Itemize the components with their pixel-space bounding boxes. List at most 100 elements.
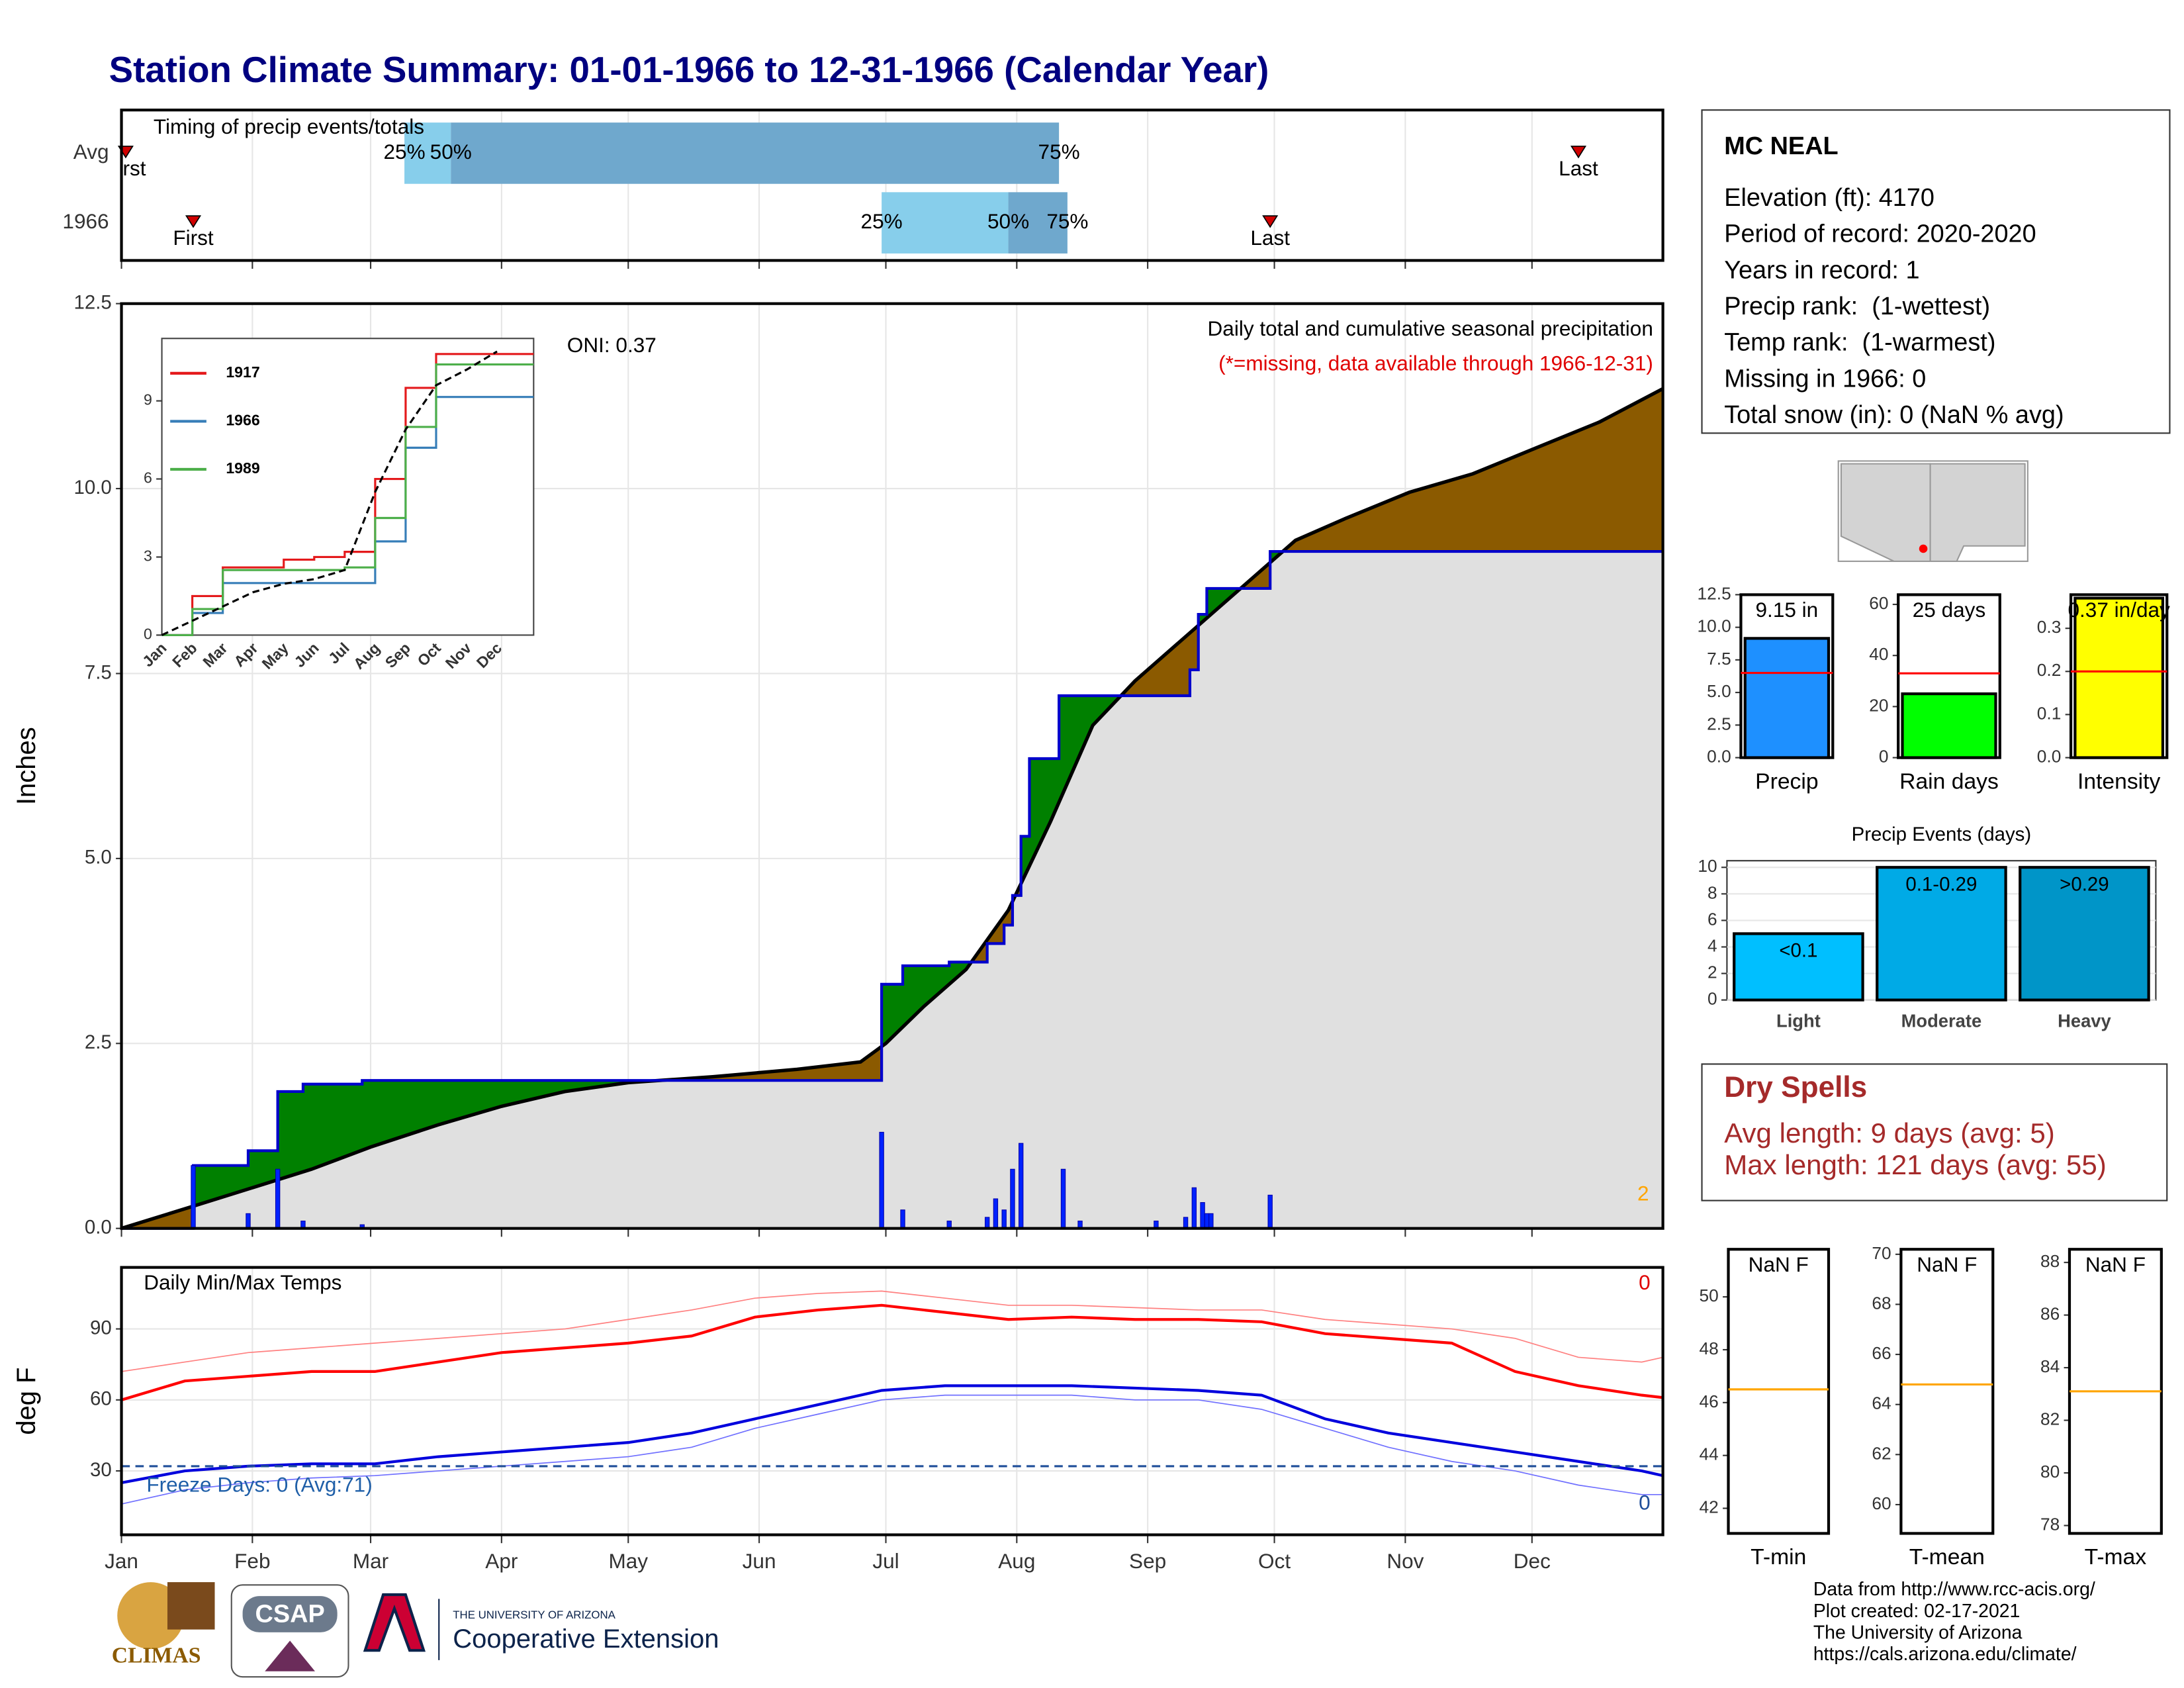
x-tick-label: Jun	[743, 1549, 776, 1573]
y-tick-label: 7.5	[1707, 649, 1731, 669]
bar	[1743, 637, 1831, 759]
station-line: Elevation (ft): 4170	[1724, 184, 1934, 212]
freeze-annotation: Freeze Days: 0 (Avg:71)	[146, 1472, 372, 1496]
y-tick-label: 2	[1707, 962, 1717, 982]
y-tick-label: 20	[1869, 695, 1888, 715]
daily-bar	[879, 1131, 884, 1229]
y-tick-label: 60	[90, 1388, 112, 1410]
y-tick-label: 0.0	[1707, 746, 1731, 766]
row-label: 1966	[62, 209, 109, 233]
y-tick-label: 8	[1707, 882, 1717, 902]
x-tick-label: Jan	[105, 1549, 138, 1573]
temp-series	[121, 1394, 1663, 1505]
chart-title: Daily Min/Max Temps	[144, 1270, 341, 1294]
y-tick-label: 70	[1872, 1243, 1891, 1263]
timing-title: Timing of precip events/totals	[154, 115, 424, 138]
value-label: NaN F	[2085, 1252, 2146, 1276]
y-tick-label: 0.3	[2037, 617, 2062, 637]
station-line: Period of record: 2020-2020	[1724, 220, 2036, 248]
x-tick-label: Jul	[872, 1549, 899, 1573]
year-line	[121, 549, 1663, 1230]
x-tick-label: Dec	[1514, 1549, 1551, 1573]
daily-bar	[1267, 1194, 1273, 1229]
y-tick-label: 80	[2040, 1462, 2060, 1481]
bar	[2019, 866, 2150, 1002]
daily-bar	[900, 1209, 905, 1229]
corner-note: 2	[1637, 1182, 1649, 1205]
bin-label: <0.1	[1779, 940, 1817, 962]
bar	[1733, 932, 1864, 1002]
dry-spell-line: Avg length: 9 days (avg: 5)	[1724, 1117, 2055, 1149]
x-tick-label: Apr	[485, 1549, 518, 1573]
temp-series	[121, 1384, 1664, 1484]
daily-bar	[275, 1168, 281, 1229]
temp-series	[120, 1303, 1663, 1401]
label-bg	[1747, 596, 1826, 624]
y-tick-label: 48	[1700, 1338, 1719, 1358]
x-tick-label: May	[608, 1549, 648, 1573]
daily-bar	[1060, 1168, 1066, 1229]
event-marker	[1570, 146, 1587, 159]
x-tick-label: Sep	[1129, 1549, 1166, 1573]
legend-label: 1989	[226, 459, 259, 477]
category-label: Rain days	[1899, 769, 1999, 794]
extension-name: Cooperative Extension	[453, 1624, 719, 1654]
station-line: Years in record: 1	[1724, 256, 1919, 284]
credit-line: Data from http://www.rcc-acis.org/	[1813, 1579, 2095, 1600]
y-tick-label: 10.0	[1698, 616, 1731, 636]
inset-series	[161, 363, 534, 636]
max-note: 0	[1639, 1270, 1651, 1294]
y-tick-label: 50	[1700, 1286, 1719, 1305]
quartile-band	[1008, 192, 1068, 254]
y-tick-label: 88	[2040, 1251, 2060, 1271]
value-label: NaN F	[1749, 1252, 1809, 1276]
quartile-band	[451, 122, 1060, 184]
y-tick-label: 6	[1707, 909, 1717, 929]
y-tick-label: 12.5	[1698, 583, 1731, 603]
daily-bar	[191, 1165, 196, 1229]
y-tick-label: 30	[90, 1459, 112, 1481]
bin-label: 0.1-0.29	[1905, 873, 1977, 895]
label-bg	[1905, 596, 1993, 624]
y-tick-label: 7.5	[85, 661, 112, 683]
min-note: 0	[1639, 1491, 1651, 1515]
bar-frame	[1727, 1248, 1831, 1535]
y-tick-label: 10	[1698, 856, 1717, 876]
y-tick-label: 84	[2040, 1356, 2060, 1376]
event-marker	[1262, 215, 1279, 228]
station-box	[1701, 109, 2171, 434]
logos: CLIMAS CSAP THE UNIVERSITY OF ARIZONA Co…	[112, 1582, 719, 1678]
station-line: Precip rank: (1-wettest)	[1724, 293, 1990, 320]
station-line: Total snow (in): 0 (NaN % avg)	[1724, 401, 2064, 429]
y-tick-label: 60	[1872, 1493, 1891, 1513]
x-tick-label: Oct	[1258, 1549, 1291, 1573]
y-axis-label: deg F	[12, 1367, 41, 1434]
dry-spells-box	[1701, 1063, 2168, 1201]
daily-bar	[1001, 1209, 1007, 1229]
row-label: Avg	[73, 140, 109, 164]
y-tick-label: 2.5	[85, 1031, 112, 1053]
y-tick-label: 42	[1700, 1497, 1719, 1517]
y-tick-label: 44	[1700, 1444, 1719, 1464]
quartile-label: 75%	[1046, 209, 1088, 233]
bar-frame	[1899, 1248, 1995, 1535]
y-tick-label: 2.5	[1707, 714, 1731, 733]
base-area	[121, 551, 1663, 1229]
legend-label: 1966	[226, 412, 260, 429]
credit-line: Plot created: 02-17-2021	[1813, 1601, 2021, 1622]
category-label: Moderate	[1901, 1011, 1982, 1031]
bar	[2073, 596, 2165, 759]
inset-average	[161, 350, 498, 636]
category-label: T-min	[1751, 1545, 1806, 1570]
y-tick-label: 12.5	[74, 291, 112, 313]
bar-frame	[1739, 593, 1835, 759]
daily-bar	[1191, 1187, 1197, 1229]
location-map	[1837, 460, 2028, 562]
y-tick-label: 0	[144, 626, 152, 643]
y-axis-label: Inches	[12, 727, 41, 805]
y-tick-label: 68	[1872, 1293, 1891, 1313]
x-tick-label: Mar	[353, 1549, 388, 1573]
timing-frame	[120, 109, 1664, 262]
y-tick-label: 0.0	[2037, 746, 2062, 766]
legend-label: 1917	[226, 363, 259, 381]
